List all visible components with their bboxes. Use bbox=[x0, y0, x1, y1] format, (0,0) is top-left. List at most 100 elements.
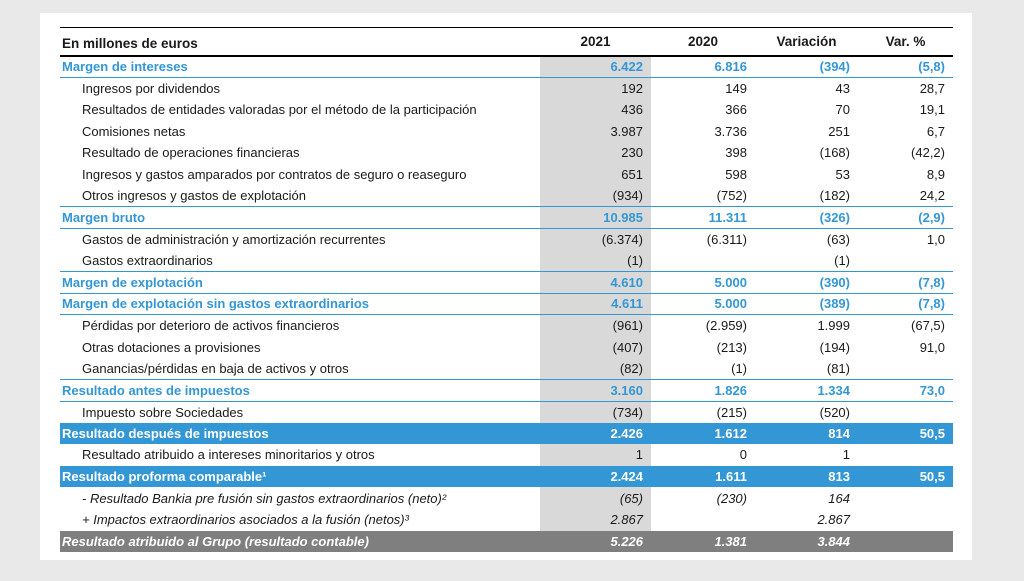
table-row: Resultado proforma comparable¹ 2.424 1.611… bbox=[60, 465, 953, 488]
value-variacion: (389) bbox=[819, 296, 850, 312]
table-row: Otros ingresos y gastos de explotación (9… bbox=[60, 185, 953, 207]
value-2020: 366 bbox=[725, 101, 747, 117]
value-2020: (215) bbox=[716, 404, 747, 420]
value-2021: 5.226 bbox=[540, 530, 651, 553]
table-row: Resultado después de impuestos 2.426 1.612… bbox=[60, 422, 953, 445]
value-variacion: 43 bbox=[835, 80, 850, 96]
row-label: Pérdidas por deterioro de activos financ… bbox=[82, 318, 340, 334]
row-label: Gastos extraordinarios bbox=[82, 252, 213, 268]
value-var-pct bbox=[858, 530, 953, 553]
value-2021: 6.422 bbox=[540, 55, 651, 78]
value-2021: 436 bbox=[540, 98, 651, 121]
value-2021: 10.985 bbox=[540, 206, 651, 229]
value-2020: 149 bbox=[725, 80, 747, 96]
value-variacion: (168) bbox=[819, 145, 850, 161]
value-var-pct: (42,2) bbox=[911, 145, 945, 161]
value-variacion: (194) bbox=[819, 339, 850, 355]
value-2021: 1 bbox=[540, 444, 651, 466]
value-2021: (734) bbox=[540, 401, 651, 423]
value-variacion: 251 bbox=[828, 123, 850, 139]
column-header-variacion: Variación bbox=[776, 33, 837, 49]
value-2020: 1.611 bbox=[651, 465, 755, 488]
table-row: Otras dotaciones a provisiones (407) (213)… bbox=[60, 336, 953, 358]
report-panel: En millones de euros 2021 2020 Variación… bbox=[40, 13, 972, 560]
value-var-pct bbox=[858, 487, 953, 509]
value-2020: 11.311 bbox=[708, 209, 747, 225]
table-row: Pérdidas por deterioro de activos financ… bbox=[60, 314, 953, 337]
value-2020: (752) bbox=[716, 188, 747, 204]
value-var-pct: 8,9 bbox=[926, 166, 945, 182]
value-var-pct: 28,7 bbox=[919, 80, 945, 96]
value-variacion: 1.334 bbox=[817, 382, 850, 398]
value-var-pct bbox=[858, 358, 953, 380]
value-var-pct: 19,1 bbox=[919, 101, 945, 117]
table-row: Margen de intereses 6.422 6.816 (394) (5,8) bbox=[60, 55, 953, 78]
row-label: Resultado después de impuestos bbox=[60, 422, 540, 445]
row-label: Impuesto sobre Sociedades bbox=[82, 404, 244, 420]
value-2021: 3.160 bbox=[540, 379, 651, 401]
value-2020: 5.000 bbox=[714, 274, 747, 290]
value-variacion: (81) bbox=[826, 360, 850, 376]
value-var-pct: (5,8) bbox=[918, 59, 945, 75]
table-row: Impuesto sobre Sociedades (734) (215) (520) bbox=[60, 401, 953, 423]
table-row: Ganancias/pérdidas en baja de activos y … bbox=[60, 357, 953, 380]
value-variacion: 1.999 bbox=[817, 318, 850, 334]
row-label: Ingresos y gastos amparados por contrato… bbox=[82, 166, 467, 182]
value-var-pct: 73,0 bbox=[919, 382, 945, 398]
column-header-2021: 2021 bbox=[580, 33, 611, 49]
row-label: Comisiones netas bbox=[82, 123, 186, 139]
value-var-pct: 50,5 bbox=[858, 422, 953, 445]
value-variacion: (326) bbox=[819, 209, 850, 225]
value-2021: 2.424 bbox=[540, 465, 651, 488]
row-label: Margen de explotación sin gastos extraor… bbox=[62, 296, 370, 312]
value-var-pct: 50,5 bbox=[858, 465, 953, 488]
table-row: Margen bruto 10.985 11.311 (326) (2,9) bbox=[60, 206, 953, 229]
value-variacion: 53 bbox=[835, 166, 850, 182]
value-2020: (230) bbox=[716, 490, 747, 506]
row-label: Margen bruto bbox=[62, 209, 146, 225]
income-statement-table: En millones de euros 2021 2020 Variación… bbox=[60, 27, 953, 553]
table-row: Gastos de administración y amortización … bbox=[60, 228, 953, 250]
value-variacion: 164 bbox=[828, 490, 850, 506]
value-2021: 2.426 bbox=[540, 422, 651, 445]
row-label: Otras dotaciones a provisiones bbox=[82, 339, 261, 355]
value-2021: 651 bbox=[540, 163, 651, 186]
row-label: Margen de intereses bbox=[62, 59, 188, 75]
value-variacion: 2.867 bbox=[817, 512, 850, 528]
value-variacion: (1) bbox=[834, 252, 850, 268]
value-2020: 6.816 bbox=[714, 59, 747, 75]
unit-label: En millones de euros bbox=[62, 35, 198, 51]
value-variacion: 3.844 bbox=[755, 530, 858, 553]
value-2020: (213) bbox=[716, 339, 747, 355]
value-variacion: (182) bbox=[819, 188, 850, 204]
table-row: Resultados de entidades valoradas por el… bbox=[60, 98, 953, 121]
table-row: Ingresos por dividendos 192 149 43 28,7 bbox=[60, 77, 953, 99]
table-row: Gastos extraordinarios (1) (1) bbox=[60, 249, 953, 272]
value-2021: 230 bbox=[540, 141, 651, 164]
value-2020: (2.959) bbox=[705, 318, 747, 334]
value-2020: 0 bbox=[739, 447, 747, 463]
row-label: Resultado antes de impuestos bbox=[62, 382, 250, 398]
value-2020 bbox=[651, 509, 755, 531]
value-variacion: 813 bbox=[755, 465, 858, 488]
value-2020: 598 bbox=[725, 166, 747, 182]
table-row: Ingresos y gastos amparados por contrato… bbox=[60, 163, 953, 186]
table-row: Resultado atribuido al Grupo (resultado … bbox=[60, 530, 953, 553]
table-row: Resultado de operaciones financieras 230 3… bbox=[60, 141, 953, 164]
value-variacion: 70 bbox=[835, 101, 850, 117]
table-row: + Impactos extraordinarios asociados a l… bbox=[60, 508, 953, 531]
row-label: Otros ingresos y gastos de explotación bbox=[82, 188, 307, 204]
table-header-row: En millones de euros 2021 2020 Variación… bbox=[60, 27, 953, 56]
value-var-pct bbox=[858, 401, 953, 423]
value-variacion: (390) bbox=[819, 274, 850, 290]
value-variacion: (63) bbox=[826, 231, 850, 247]
table-row: Margen de explotación 4.610 5.000 (390) (7,8… bbox=[60, 271, 953, 294]
value-var-pct: (7,8) bbox=[918, 274, 945, 290]
row-label: Resultado atribuido a intereses minorita… bbox=[82, 447, 375, 463]
value-var-pct: 91,0 bbox=[919, 339, 945, 355]
value-var-pct bbox=[858, 444, 953, 466]
table-row: Resultado antes de impuestos 3.160 1.826 1.… bbox=[60, 379, 953, 401]
value-variacion: (520) bbox=[819, 404, 850, 420]
value-var-pct: 6,7 bbox=[926, 123, 945, 139]
value-2020: 1.826 bbox=[714, 382, 747, 398]
